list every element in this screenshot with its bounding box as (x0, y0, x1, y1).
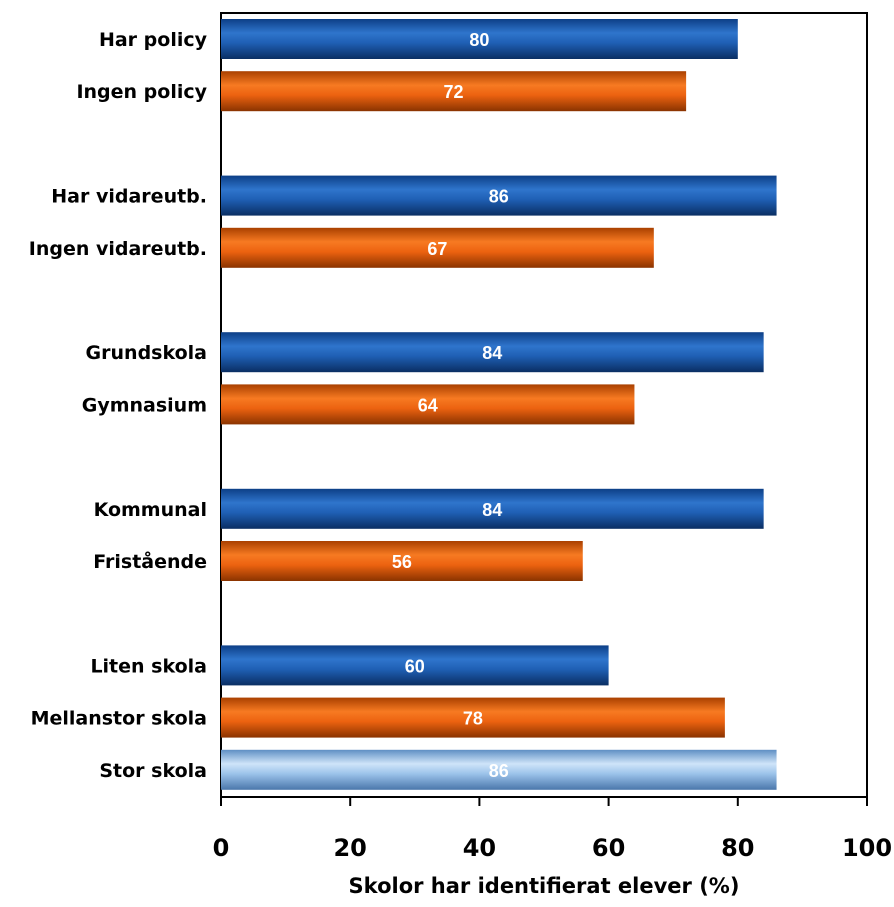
x-axis: 0 20 40 60 80 100 (213, 797, 892, 862)
bar-value-label: 72 (444, 82, 464, 102)
category-label: Kommunal (94, 499, 207, 521)
bar-value-label: 56 (392, 552, 412, 572)
x-tick-label: 100 (842, 834, 892, 862)
category-label: Liten skola (90, 655, 207, 677)
category-label: Mellanstor skola (31, 708, 207, 730)
bar-8 (221, 541, 583, 581)
bar-value-label: 84 (482, 500, 502, 520)
category-label: Stor skola (99, 760, 207, 782)
bar-value-label: 60 (405, 656, 425, 676)
category-label: Fristående (93, 549, 207, 573)
category-label: Ingen policy (76, 81, 207, 103)
x-axis-title: Skolor har identifierat elever (%) (349, 874, 740, 898)
bar-value-label: 86 (489, 761, 509, 781)
bars-layer: 80 Har policy 72 Ingen policy 86 Har vidareut… (29, 19, 777, 790)
x-tick-label: 80 (721, 834, 754, 862)
category-label: Har vidareutb. (51, 186, 207, 208)
bar-value-label: 84 (482, 343, 502, 363)
bar-value-label: 67 (427, 239, 447, 259)
x-tick-label: 60 (592, 834, 625, 862)
category-label: Gymnasium (82, 394, 207, 416)
bar-9 (221, 645, 609, 686)
category-label: Har policy (99, 29, 208, 51)
bar-value-label: 64 (418, 395, 438, 415)
bar-7 (221, 488, 764, 529)
category-label: Grundskola (86, 342, 207, 364)
bar-6 (221, 384, 635, 425)
bar-1 (221, 19, 738, 59)
bar-value-label: 78 (463, 709, 483, 729)
bar-value-label: 80 (469, 30, 489, 50)
bar-value-label: 86 (489, 187, 509, 207)
bar-2 (221, 71, 687, 112)
bar-5 (221, 332, 764, 373)
bar-10 (221, 697, 725, 738)
bar-4 (221, 227, 654, 268)
bar-11 (221, 749, 777, 790)
category-label: Ingen vidareutb. (29, 238, 207, 260)
x-tick-label: 0 (213, 834, 230, 862)
x-tick-label: 20 (333, 834, 366, 862)
bar-3 (221, 175, 777, 216)
x-tick-label: 40 (463, 834, 496, 862)
